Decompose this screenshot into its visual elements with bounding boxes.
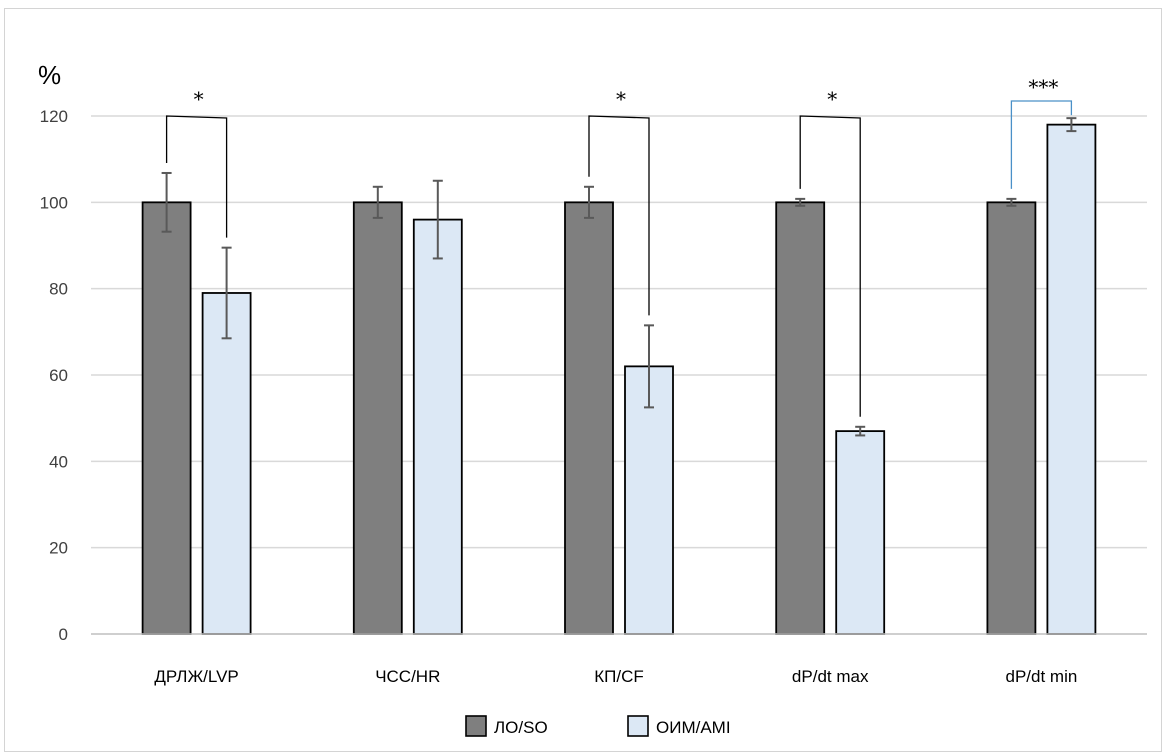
- bar-so: [986, 201, 1037, 635]
- bar-ami: [624, 365, 674, 635]
- significance-bracket: [165, 115, 228, 238]
- y-tick-label: 80: [49, 280, 68, 299]
- y-tick-label: 40: [49, 452, 68, 471]
- y-axis-ticks: 0 20 40 60 80 100 120: [40, 107, 68, 644]
- legend-swatch-so: [465, 715, 487, 737]
- bar-so: [775, 201, 826, 635]
- bar-ami: [201, 292, 252, 635]
- bar-so: [141, 201, 192, 635]
- legend-label-so: ЛО/SO: [494, 718, 548, 737]
- bars: [141, 123, 1097, 635]
- bar-so: [352, 201, 403, 635]
- x-axis-categories: ДРЛЖ/LVP ЧСС/HR КП/CF dP/dt max dP/dt min: [154, 667, 1077, 686]
- legend: ЛО/SO ОИМ/AMI: [465, 715, 731, 737]
- y-tick-label: 20: [49, 539, 68, 558]
- x-category-label: ЧСС/HR: [375, 667, 440, 686]
- y-tick-label: 0: [59, 625, 68, 644]
- y-tick-label: 120: [40, 107, 68, 126]
- bar-ami: [1046, 123, 1097, 635]
- significance-marker: *: [616, 87, 626, 111]
- bar-so: [564, 201, 614, 635]
- legend-label-ami: ОИМ/AMI: [656, 718, 731, 737]
- bar-ami: [412, 218, 463, 635]
- significance-marker: ***: [1028, 75, 1058, 99]
- y-tick-label: 100: [40, 193, 68, 212]
- significance-marker: *: [827, 87, 837, 111]
- legend-swatch-ami: [627, 715, 649, 737]
- x-category-label: dP/dt max: [792, 667, 869, 686]
- error-bars: [161, 117, 1077, 437]
- y-axis-unit-label: %: [38, 60, 61, 90]
- significance-marker: *: [194, 87, 204, 111]
- significance-bracket: [799, 115, 861, 417]
- significance-brackets: * * * ***: [165, 75, 1073, 417]
- y-tick-label: 60: [49, 366, 68, 385]
- x-category-label: КП/CF: [594, 667, 644, 686]
- x-category-label: ДРЛЖ/LVP: [154, 667, 238, 686]
- significance-bracket: [588, 115, 650, 316]
- grid-lines: [91, 115, 1147, 549]
- x-category-label: dP/dt min: [1005, 667, 1077, 686]
- significance-bracket: [1010, 100, 1073, 189]
- bar-ami: [835, 430, 886, 635]
